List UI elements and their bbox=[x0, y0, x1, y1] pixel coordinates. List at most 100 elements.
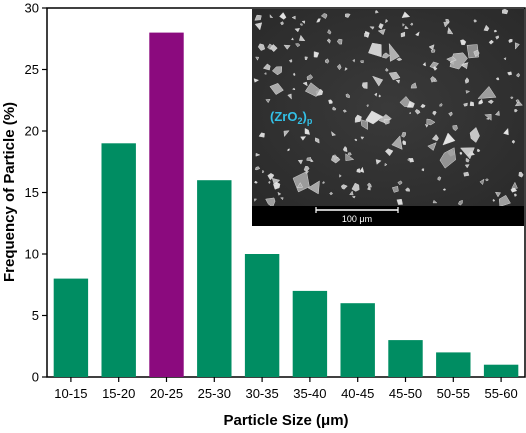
bar-15-20 bbox=[101, 143, 136, 377]
bar-45-50 bbox=[388, 340, 423, 377]
particle bbox=[405, 187, 410, 192]
particle bbox=[424, 123, 429, 128]
particle bbox=[391, 185, 399, 193]
particle bbox=[279, 12, 287, 20]
particle bbox=[329, 191, 334, 196]
particle bbox=[345, 153, 355, 161]
particle bbox=[378, 94, 382, 98]
particle bbox=[342, 109, 347, 113]
particle bbox=[465, 157, 470, 163]
particle bbox=[372, 75, 384, 87]
particle bbox=[430, 76, 437, 83]
particle bbox=[383, 118, 390, 125]
particle bbox=[351, 196, 356, 199]
particle bbox=[291, 87, 296, 91]
particle bbox=[501, 8, 509, 15]
particle bbox=[267, 173, 275, 181]
bar-50-55 bbox=[436, 352, 471, 377]
particle bbox=[349, 190, 354, 196]
particle bbox=[469, 126, 480, 143]
particle bbox=[327, 29, 332, 35]
particle bbox=[254, 22, 263, 31]
particle bbox=[263, 72, 267, 75]
particle bbox=[360, 60, 364, 64]
particle bbox=[514, 193, 517, 197]
y-tick-label-10: 10 bbox=[25, 247, 39, 262]
x-tick-label-15-20: 15-20 bbox=[102, 386, 135, 401]
particle bbox=[464, 164, 470, 169]
particle bbox=[378, 114, 392, 124]
particle bbox=[494, 191, 502, 198]
particle bbox=[365, 110, 384, 125]
particle bbox=[406, 100, 415, 108]
scale-bar-label: 100 μm bbox=[342, 214, 372, 224]
particle bbox=[302, 81, 308, 87]
y-axis: 0 5 10 15 20 25 30 bbox=[25, 1, 47, 385]
particle bbox=[326, 38, 331, 44]
particle bbox=[306, 157, 312, 162]
particle bbox=[511, 181, 518, 189]
particle bbox=[331, 130, 337, 136]
particle bbox=[377, 28, 386, 36]
particle bbox=[433, 66, 438, 71]
particle bbox=[400, 31, 406, 38]
sample-label: (ZrO2)p bbox=[270, 109, 313, 126]
particle bbox=[325, 58, 330, 64]
particle bbox=[339, 173, 342, 178]
particle bbox=[367, 182, 372, 188]
particle bbox=[473, 19, 477, 23]
particle bbox=[388, 71, 401, 81]
particle bbox=[410, 82, 417, 89]
particle bbox=[359, 166, 365, 173]
particle bbox=[321, 181, 325, 184]
particle bbox=[487, 99, 494, 105]
particle bbox=[410, 22, 414, 26]
particle bbox=[483, 24, 490, 32]
particle bbox=[401, 132, 407, 138]
particle bbox=[354, 138, 357, 142]
particle bbox=[375, 10, 380, 14]
particle bbox=[269, 44, 278, 53]
particle bbox=[374, 92, 378, 97]
particle bbox=[432, 110, 437, 116]
particle bbox=[515, 99, 520, 103]
particle bbox=[320, 13, 328, 19]
particle bbox=[461, 62, 468, 70]
x-axis: 10-15 15-20 20-25 25-30 30-35 35-40 40-45 45-50… bbox=[54, 377, 518, 401]
particle bbox=[437, 176, 442, 181]
particle bbox=[364, 32, 370, 37]
particle bbox=[493, 29, 498, 33]
sem-micrograph-inset: 100 μm (ZrO2)p bbox=[252, 8, 524, 226]
bars bbox=[53, 32, 519, 377]
particle bbox=[401, 11, 411, 19]
y-tick-label-15: 15 bbox=[25, 185, 39, 200]
particle bbox=[331, 155, 341, 164]
particle bbox=[258, 132, 265, 138]
bar-25-30 bbox=[197, 180, 232, 377]
bar-40-45 bbox=[340, 303, 375, 377]
particle bbox=[269, 14, 274, 19]
particle bbox=[477, 85, 497, 99]
particle bbox=[254, 14, 262, 21]
particle bbox=[429, 61, 440, 69]
particle bbox=[447, 28, 454, 35]
particle bbox=[430, 49, 436, 53]
particle bbox=[328, 99, 333, 104]
y-tick-label-25: 25 bbox=[25, 62, 39, 77]
particle bbox=[273, 182, 277, 186]
particle bbox=[305, 170, 309, 174]
particle bbox=[304, 128, 311, 135]
particle bbox=[459, 151, 463, 155]
particle bbox=[255, 56, 260, 61]
particle bbox=[298, 34, 306, 42]
particle bbox=[279, 197, 284, 201]
particle bbox=[409, 158, 415, 163]
particle bbox=[253, 78, 260, 83]
particle bbox=[307, 180, 320, 195]
particle bbox=[351, 182, 360, 192]
x-tick-label-45-50: 45-50 bbox=[389, 386, 422, 401]
particle bbox=[299, 23, 303, 26]
particle bbox=[457, 199, 463, 206]
particle bbox=[384, 162, 388, 167]
